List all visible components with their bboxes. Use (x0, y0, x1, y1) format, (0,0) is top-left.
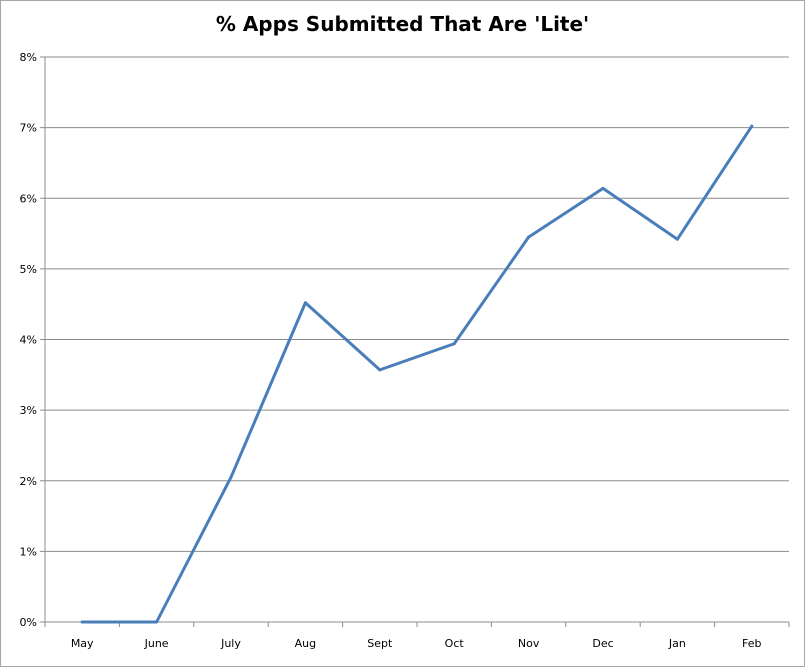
data-point-may (80, 620, 84, 624)
x-tick-label-july: July (220, 637, 241, 650)
x-tick-label-aug: Aug (295, 637, 316, 650)
y-tick-label-3: 3% (20, 404, 37, 417)
y-tick-label-4: 4% (20, 334, 37, 347)
y-tick-label-8: 8% (20, 51, 37, 64)
data-point-june (155, 620, 159, 624)
series-line-0 (80, 124, 754, 624)
y-tick-label-0: 0% (20, 616, 37, 629)
x-tick-label-sept: Sept (367, 637, 393, 650)
data-point-nov (527, 235, 531, 239)
y-tick-label-7: 7% (20, 122, 37, 135)
x-tick-label-jan: Jan (668, 637, 686, 650)
y-tick-label-6: 6% (20, 192, 37, 205)
x-tick-label-may: May (71, 637, 94, 650)
y-tick-label-2: 2% (20, 475, 37, 488)
data-point-aug (303, 301, 307, 305)
data-point-feb (750, 124, 754, 128)
data-point-oct (452, 342, 456, 346)
data-point-sept (378, 368, 382, 372)
data-point-july (229, 475, 233, 479)
y-tick-label-5: 5% (20, 263, 37, 276)
chart-title: % Apps Submitted That Are 'Lite' (215, 12, 590, 36)
x-tick-label-feb: Feb (742, 637, 761, 650)
x-tick-label-oct: Oct (445, 637, 465, 650)
y-tick-label-1: 1% (20, 545, 37, 558)
data-point-dec (601, 186, 605, 190)
data-point-jan (675, 237, 679, 241)
x-tick-label-nov: Nov (518, 637, 540, 650)
x-tick-label-june: June (144, 637, 169, 650)
x-tick-label-dec: Dec (592, 637, 613, 650)
